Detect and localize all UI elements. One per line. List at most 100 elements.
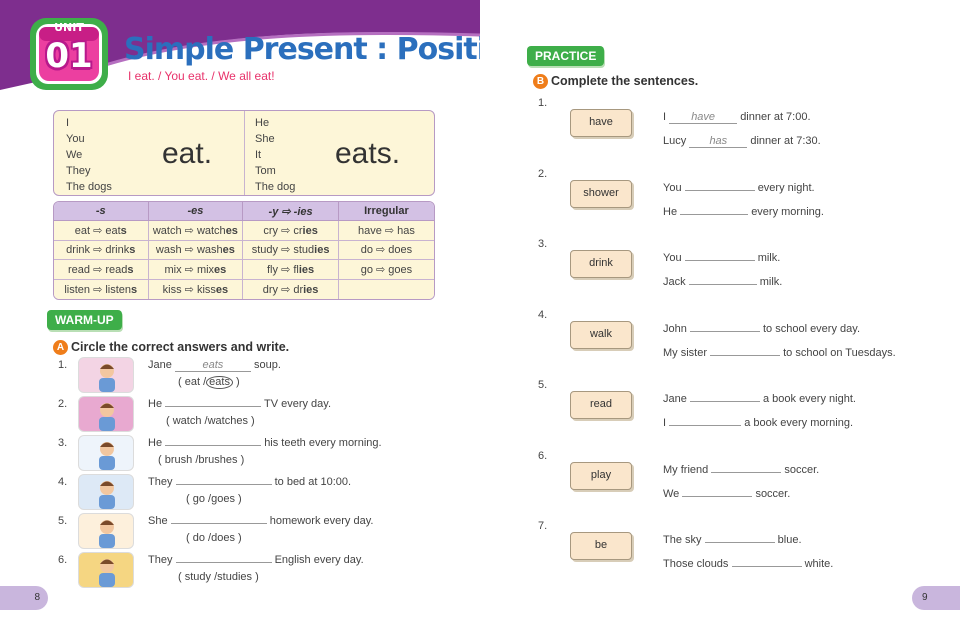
sentence-start: My friend bbox=[663, 463, 709, 476]
verb-stem: stud bbox=[293, 244, 315, 257]
base-verb: fly bbox=[267, 263, 278, 276]
sentence-start: John bbox=[663, 322, 687, 335]
answer-choices: ( eat / eats ) bbox=[178, 376, 240, 389]
choice-option[interactable]: eat bbox=[184, 376, 201, 388]
verb-stem: fl bbox=[293, 263, 299, 276]
exercise-sentence: He his teeth every morning. bbox=[148, 437, 382, 449]
answer-blank[interactable]: has bbox=[689, 135, 748, 148]
verb-ending: s bbox=[129, 244, 136, 257]
choice-separator: / bbox=[195, 454, 199, 466]
divider bbox=[244, 111, 245, 195]
arrow-icon: ⇨ bbox=[281, 263, 291, 276]
sentence-end: a book every morning. bbox=[744, 417, 854, 429]
choice-option[interactable]: study bbox=[184, 571, 212, 583]
subject-verb-box: I You We They The dogs eat. He She It To… bbox=[53, 110, 435, 196]
item-number: 7. bbox=[538, 520, 548, 532]
verb-card: read bbox=[570, 391, 632, 419]
table-row: read ⇨ reads mix ⇨ mixes fly ⇨ flies go ⇨ g… bbox=[54, 260, 434, 280]
verb-stem: read bbox=[105, 263, 128, 276]
exercise-number: 5. bbox=[58, 515, 68, 527]
exercise-sentence: He TV every day. bbox=[148, 398, 331, 410]
answer-choices: ( do /does ) bbox=[186, 532, 242, 544]
answer-blank[interactable] bbox=[710, 354, 781, 356]
answer-blank[interactable] bbox=[682, 495, 753, 497]
answer-choices: ( brush /brushes ) bbox=[158, 454, 245, 466]
choice-option[interactable]: does bbox=[211, 532, 235, 544]
arrow-icon: ⇨ bbox=[281, 283, 291, 296]
answer-blank[interactable] bbox=[680, 213, 749, 215]
answer-blank[interactable] bbox=[175, 562, 272, 563]
sentence-start: You bbox=[663, 252, 682, 264]
item-number: 3. bbox=[538, 238, 548, 250]
verb-cell: read ⇨ reads bbox=[54, 260, 149, 280]
section-b-badge: B bbox=[533, 74, 548, 89]
answer-blank[interactable] bbox=[165, 406, 262, 407]
sentence-start: We bbox=[663, 487, 680, 500]
practice-item: 5. read Jane a book every night. I a book e… bbox=[538, 379, 948, 449]
choice-option[interactable]: goes bbox=[211, 493, 235, 505]
instruction-text: Complete the sentences. bbox=[551, 74, 699, 88]
verb-stem: wash bbox=[196, 244, 223, 257]
exercise-item: 2. He TV every day. ( watch /watches ) bbox=[58, 396, 458, 438]
verb-stem: listen bbox=[105, 283, 132, 296]
answer-blank[interactable] bbox=[669, 425, 742, 426]
column-header: -es bbox=[148, 202, 244, 221]
sentence-start: I bbox=[663, 417, 667, 429]
choice-option[interactable]: watch bbox=[172, 415, 202, 427]
sentence-start: They bbox=[148, 554, 173, 566]
answer-blank[interactable]: have bbox=[669, 111, 738, 124]
choice-option[interactable]: watches bbox=[207, 415, 248, 427]
base-verb: go bbox=[360, 263, 373, 276]
answer-blank[interactable] bbox=[170, 523, 267, 524]
answer-blank[interactable]: eats bbox=[174, 359, 251, 372]
choice-option[interactable]: go bbox=[192, 493, 205, 505]
choice-option[interactable]: do bbox=[192, 532, 205, 544]
sentence-end: to bed at 10:00. bbox=[274, 476, 352, 488]
verb-cell: drink ⇨ drinks bbox=[54, 240, 149, 260]
answer-blank[interactable] bbox=[711, 471, 782, 473]
column-header: Irregular bbox=[338, 202, 434, 221]
sentence-end: soup. bbox=[253, 359, 281, 371]
table-row: eat ⇨ eats watch ⇨ watches cry ⇨ cries have… bbox=[54, 221, 434, 241]
sentence-start: He bbox=[148, 398, 163, 410]
verb-ending: ies bbox=[298, 263, 315, 276]
answer-blank[interactable] bbox=[165, 445, 262, 446]
answer-blank[interactable] bbox=[688, 284, 757, 285]
warmup-tag: WARM-UP bbox=[47, 310, 122, 330]
choice-separator: / bbox=[214, 571, 218, 583]
exercise-illustration bbox=[78, 396, 134, 432]
practice-sentence: My sister to school on Tuesdays. bbox=[663, 347, 896, 359]
choice-option[interactable]: eats bbox=[206, 376, 233, 389]
choice-option[interactable]: brushes bbox=[198, 454, 238, 466]
exercise-item: 5. She homework every day. ( do /does ) bbox=[58, 513, 458, 555]
exercise-item: 1. Jane eats soup. ( eat / eats ) bbox=[58, 357, 458, 399]
answer-blank[interactable] bbox=[175, 484, 272, 485]
answer-blank[interactable] bbox=[684, 260, 755, 261]
right-page: PRACTICE B Complete the sentences. 1. have… bbox=[480, 0, 960, 629]
practice-sentence: I have dinner at 7:00. bbox=[663, 111, 811, 124]
subject: It bbox=[255, 149, 262, 161]
answer-blank[interactable] bbox=[731, 566, 802, 567]
answer-blank[interactable] bbox=[689, 330, 760, 332]
base-verb: cry bbox=[263, 224, 278, 237]
answer-blank[interactable] bbox=[689, 401, 760, 402]
unit-number: 01 bbox=[45, 36, 93, 76]
page-number: 9 bbox=[912, 586, 960, 610]
verb-ending: es bbox=[225, 224, 238, 237]
answer-blank[interactable] bbox=[684, 189, 755, 191]
verb-stem: cr bbox=[293, 224, 303, 237]
subject: They bbox=[66, 165, 91, 177]
choice-option[interactable]: brush bbox=[164, 454, 193, 466]
verb-cell: have ⇨ has bbox=[338, 221, 434, 241]
verb-cell: study ⇨ studies bbox=[243, 240, 339, 260]
page-number: 8 bbox=[0, 586, 48, 610]
verb-card: play bbox=[570, 461, 632, 490]
table-header-row: -s -es -y ⇨ -ies Irregular bbox=[54, 202, 434, 221]
column-header-text: -ies bbox=[293, 205, 313, 218]
section-a-instruction: A Circle the correct answers and write. bbox=[53, 340, 289, 355]
choice-option[interactable]: studies bbox=[217, 571, 253, 583]
verb-base-form: eat. bbox=[162, 137, 213, 170]
instruction-text: Circle the correct answers and write. bbox=[71, 340, 290, 354]
base-verb: eat bbox=[74, 224, 91, 237]
answer-blank[interactable] bbox=[704, 542, 775, 543]
